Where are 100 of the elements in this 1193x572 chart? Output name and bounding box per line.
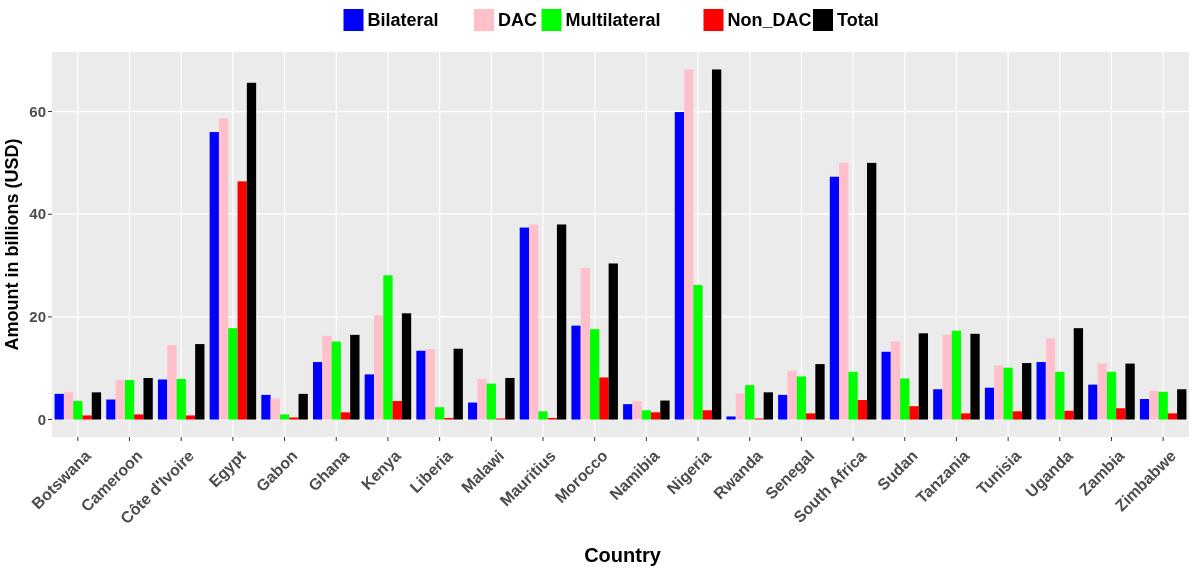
bar bbox=[933, 389, 943, 420]
bar bbox=[1097, 363, 1107, 420]
bar bbox=[124, 380, 135, 420]
bar bbox=[900, 378, 910, 420]
bar bbox=[228, 328, 238, 420]
bar bbox=[787, 370, 797, 420]
bar bbox=[890, 341, 901, 420]
bar bbox=[702, 410, 712, 420]
y-tick-label: 20 bbox=[29, 308, 46, 326]
bar bbox=[1045, 338, 1056, 420]
bar bbox=[984, 387, 995, 420]
bar bbox=[176, 378, 186, 420]
bar bbox=[857, 400, 868, 420]
bar bbox=[556, 224, 567, 420]
bar bbox=[1167, 413, 1178, 420]
bar bbox=[1055, 371, 1065, 420]
bar bbox=[796, 376, 807, 420]
bar bbox=[73, 401, 83, 420]
bar bbox=[815, 364, 825, 420]
bar bbox=[580, 268, 591, 420]
bar bbox=[1116, 408, 1126, 420]
bar bbox=[82, 415, 92, 420]
bar bbox=[763, 392, 773, 420]
bar bbox=[660, 400, 670, 420]
bar bbox=[829, 176, 840, 420]
bar bbox=[425, 349, 435, 420]
bar bbox=[453, 348, 463, 420]
bar bbox=[237, 181, 247, 420]
bar bbox=[726, 416, 736, 420]
bar bbox=[806, 413, 816, 420]
bar bbox=[289, 417, 299, 420]
bar bbox=[218, 118, 229, 420]
bar bbox=[684, 69, 694, 420]
bar bbox=[881, 351, 891, 420]
bar bbox=[674, 112, 685, 420]
bar bbox=[505, 377, 515, 420]
x-axis-title: Country bbox=[584, 544, 662, 566]
bar bbox=[1036, 362, 1046, 420]
bar bbox=[1003, 367, 1013, 420]
bar bbox=[994, 365, 1004, 420]
bar bbox=[909, 406, 919, 420]
bar bbox=[63, 392, 74, 420]
bar bbox=[157, 379, 168, 420]
bar bbox=[711, 69, 722, 420]
bar bbox=[1158, 391, 1168, 420]
bar bbox=[1177, 389, 1187, 420]
bar bbox=[270, 398, 280, 420]
legend-label: DAC bbox=[498, 10, 537, 31]
bar bbox=[468, 402, 478, 420]
bar bbox=[519, 227, 530, 420]
y-axis-title: Amount in billions (USD) bbox=[2, 138, 22, 351]
bar bbox=[401, 313, 412, 420]
bar bbox=[951, 330, 962, 420]
bar bbox=[416, 350, 426, 420]
bar bbox=[839, 162, 849, 420]
y-tick-label: 0 bbox=[37, 410, 46, 428]
bar bbox=[350, 334, 360, 420]
bar bbox=[650, 412, 661, 420]
bar bbox=[383, 275, 393, 420]
bar bbox=[167, 345, 177, 420]
bar bbox=[1012, 411, 1023, 420]
bar bbox=[477, 378, 487, 420]
bar bbox=[918, 333, 929, 420]
bar bbox=[115, 380, 125, 420]
bar bbox=[745, 385, 755, 420]
bar bbox=[693, 285, 703, 420]
bar bbox=[1022, 363, 1032, 420]
bar bbox=[641, 410, 651, 420]
bar bbox=[735, 393, 746, 420]
bar bbox=[54, 393, 64, 420]
bar bbox=[143, 377, 153, 420]
bar bbox=[571, 325, 581, 420]
bar bbox=[632, 401, 642, 420]
bar bbox=[486, 383, 496, 420]
bar bbox=[91, 392, 102, 420]
bar bbox=[1064, 410, 1074, 420]
bar bbox=[185, 415, 196, 420]
bar bbox=[538, 411, 548, 420]
bar bbox=[246, 82, 257, 420]
bar bbox=[298, 393, 308, 420]
bar bbox=[279, 414, 290, 420]
bar bbox=[529, 224, 539, 420]
bar bbox=[331, 341, 341, 420]
bar bbox=[312, 362, 323, 420]
legend-label: Non_DAC bbox=[727, 10, 812, 31]
y-tick-label: 60 bbox=[29, 102, 46, 120]
bar bbox=[867, 162, 877, 420]
bar bbox=[848, 371, 858, 420]
bar bbox=[599, 377, 609, 420]
bar bbox=[608, 263, 618, 420]
bar bbox=[1125, 363, 1135, 420]
bar bbox=[623, 404, 633, 420]
bar bbox=[261, 394, 271, 420]
bar bbox=[134, 414, 144, 420]
bar bbox=[1106, 371, 1117, 420]
y-tick-label: 40 bbox=[29, 205, 46, 223]
bar bbox=[364, 374, 374, 420]
bar bbox=[942, 334, 952, 420]
legend-label: Multilateral bbox=[565, 10, 661, 31]
bar bbox=[340, 412, 351, 420]
